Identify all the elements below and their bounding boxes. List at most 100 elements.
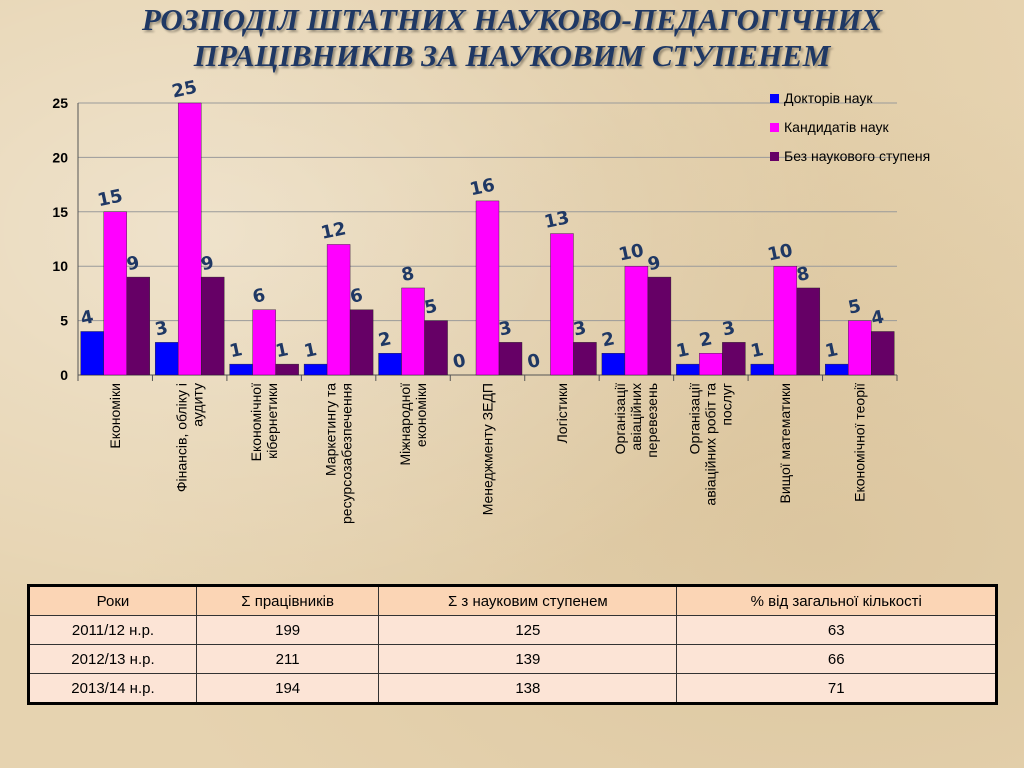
bar-no-degree <box>424 320 448 376</box>
data-label: 16 <box>468 175 497 201</box>
bar-candidates <box>848 320 872 376</box>
data-label: 9 <box>199 252 216 275</box>
x-category-label: Організації <box>687 383 703 454</box>
data-label: 1 <box>228 339 245 362</box>
data-label: 2 <box>377 328 394 351</box>
legend-swatch <box>770 152 779 161</box>
legend-label: Докторів наук <box>784 90 873 106</box>
data-label: 3 <box>497 317 514 340</box>
cell-total: 211 <box>195 644 380 674</box>
table-row: 2013/14 н.р. 194 138 71 <box>28 673 997 704</box>
y-tick-label: 5 <box>60 313 68 329</box>
cell-percent: 71 <box>676 673 997 704</box>
legend-swatch <box>770 123 779 132</box>
x-category-label: Логістики <box>554 383 570 443</box>
y-tick-label: 25 <box>52 95 68 111</box>
bar-no-degree <box>647 276 672 376</box>
y-tick-label: 20 <box>52 149 68 165</box>
bar-candidates <box>699 353 723 376</box>
header-with-degree: Σ з науковим ступенем <box>378 585 678 616</box>
x-category-label: ресурсозабезпечення <box>338 383 354 524</box>
x-category-label: кібернетики <box>264 383 280 459</box>
data-label: 1 <box>674 339 691 362</box>
data-label: 9 <box>646 252 663 275</box>
bar-doctors <box>601 353 626 376</box>
x-category-label: Менеджменту ЗЕДП <box>479 383 495 515</box>
bar-doctors <box>303 363 328 376</box>
data-label: 1 <box>274 339 291 362</box>
data-label: 12 <box>319 218 348 244</box>
data-label: 8 <box>400 263 417 286</box>
slide-title: РОЗПОДІЛ ШТАТНИХ НАУКОВО-ПЕДАГОГІЧНИХ ПР… <box>0 2 1024 74</box>
cell-degree: 139 <box>378 644 678 674</box>
cell-year: 2012/13 н.р. <box>28 644 197 674</box>
header-percent: % від загальної кількості <box>676 585 997 616</box>
x-category-label: Міжнародної <box>397 383 413 466</box>
x-category-label: авіаційних <box>628 383 644 451</box>
bar-no-degree <box>722 342 746 376</box>
x-category-label: Економіки <box>107 383 123 449</box>
data-label: 2 <box>697 328 714 351</box>
data-label: 4 <box>869 307 886 330</box>
bar-doctors <box>825 363 849 376</box>
cell-degree: 125 <box>378 615 678 645</box>
cell-percent: 63 <box>676 615 997 645</box>
table-row: 2012/13 н.р. 211 139 66 <box>28 644 997 674</box>
cell-year: 2013/14 н.р. <box>28 673 197 704</box>
bar-candidates <box>624 266 649 376</box>
x-category-label: послуг <box>719 383 735 426</box>
cell-total: 194 <box>195 673 380 704</box>
legend-label: Кандидатів наук <box>784 119 890 135</box>
bar-no-degree <box>200 276 225 376</box>
bar-no-degree <box>349 309 374 376</box>
data-label: 4 <box>79 307 96 330</box>
data-label: 9 <box>125 252 142 275</box>
data-label: 5 <box>423 296 440 319</box>
data-label: 13 <box>542 207 571 233</box>
x-category-label: Економічної <box>248 383 264 461</box>
bar-no-degree <box>573 342 597 376</box>
data-label: 1 <box>302 339 319 362</box>
data-label: 1 <box>749 339 766 362</box>
bar-candidates <box>326 244 351 376</box>
x-category-label: Маркетингу та <box>322 383 338 476</box>
x-category-label: авіаційних робіт та <box>703 383 719 506</box>
bar-no-degree <box>796 287 821 376</box>
x-category-label: Економічної теорії <box>852 383 868 502</box>
cell-degree: 138 <box>378 673 678 704</box>
header-total-staff: Σ працівників <box>195 585 380 616</box>
title-line-1: РОЗПОДІЛ ШТАТНИХ НАУКОВО-ПЕДАГОГІЧНИХ <box>141 2 883 37</box>
data-label: 6 <box>251 285 268 308</box>
bar-doctors <box>676 363 700 376</box>
bar-candidates <box>550 233 574 376</box>
data-label: 0 <box>451 350 468 373</box>
y-tick-label: 15 <box>52 204 68 220</box>
bar-no-degree <box>126 276 150 376</box>
table-header-row: Роки Σ працівників Σ з науковим ступенем… <box>28 585 997 616</box>
x-category-label: Вищої математики <box>777 383 793 504</box>
data-label: 15 <box>96 186 125 212</box>
title-line-2: ПРАЦІВНИКІВ ЗА НАУКОВИМ СТУПЕНЕМ <box>193 38 831 73</box>
bar-doctors <box>750 363 775 376</box>
cell-year: 2011/12 н.р. <box>28 615 197 645</box>
data-label: 10 <box>617 240 646 266</box>
x-category-label: перевезень <box>644 383 660 458</box>
bar-doctors <box>378 353 402 376</box>
data-label: 3 <box>571 317 588 340</box>
legend-label: Без наукового ступеня <box>784 148 930 164</box>
data-label: 3 <box>720 317 737 340</box>
bar-candidates <box>475 200 500 376</box>
bar-doctors <box>154 342 179 376</box>
cell-total: 199 <box>195 615 380 645</box>
bar-candidates <box>773 266 798 376</box>
x-category-label: аудиту <box>189 383 205 427</box>
data-label: 6 <box>348 285 365 308</box>
bar-no-degree <box>275 363 299 376</box>
bar-candidates <box>252 309 276 376</box>
bar-doctors <box>229 363 253 376</box>
x-category-label: Організації <box>612 383 628 454</box>
bar-candidates <box>103 211 127 376</box>
bar-no-degree <box>498 342 523 376</box>
legend-swatch <box>770 94 779 103</box>
cell-percent: 66 <box>676 644 997 674</box>
